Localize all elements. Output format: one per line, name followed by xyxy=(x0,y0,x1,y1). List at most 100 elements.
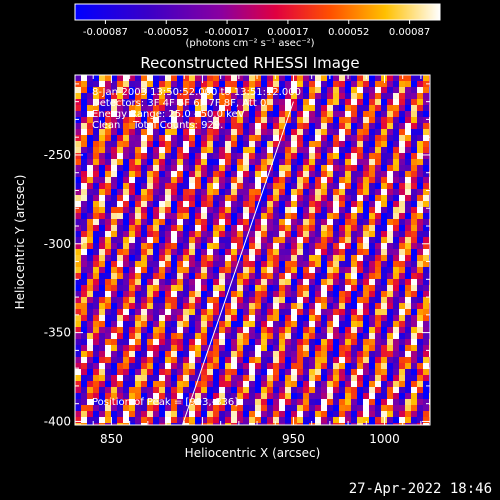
heatmap-cell xyxy=(405,153,411,159)
heatmap-cell xyxy=(147,363,153,369)
heatmap-cell xyxy=(159,75,165,81)
heatmap-cell xyxy=(171,207,177,213)
heatmap-cell xyxy=(177,237,183,243)
heatmap-cell xyxy=(249,75,255,81)
heatmap-cell xyxy=(279,303,285,309)
heatmap-cell xyxy=(111,303,117,309)
heatmap-cell xyxy=(183,393,189,399)
heatmap-cell xyxy=(213,237,219,243)
heatmap-cell xyxy=(273,177,279,183)
heatmap-cell xyxy=(111,243,117,249)
heatmap-cell xyxy=(315,357,321,363)
heatmap-cell xyxy=(141,273,147,279)
heatmap-cell xyxy=(255,141,261,147)
heatmap-cell xyxy=(393,177,399,183)
heatmap-cell xyxy=(297,99,303,105)
heatmap-cell xyxy=(93,399,99,405)
heatmap-cell xyxy=(207,141,213,147)
heatmap-cell xyxy=(159,327,165,333)
heatmap-cell xyxy=(303,315,309,321)
heatmap-cell xyxy=(99,261,105,267)
heatmap-cell xyxy=(303,231,309,237)
heatmap-cell xyxy=(171,153,177,159)
heatmap-cell xyxy=(231,249,237,255)
heatmap-cell xyxy=(399,213,405,219)
heatmap-cell xyxy=(93,291,99,297)
heatmap-cell xyxy=(129,303,135,309)
heatmap-cell xyxy=(153,393,159,399)
heatmap-cell xyxy=(129,351,135,357)
heatmap-cell xyxy=(153,213,159,219)
heatmap-cell xyxy=(99,195,105,201)
heatmap-cell xyxy=(345,399,351,405)
heatmap-cell xyxy=(171,249,177,255)
heatmap-cell xyxy=(297,351,303,357)
heatmap-cell xyxy=(381,387,387,393)
heatmap-cell xyxy=(183,75,189,81)
heatmap-cell xyxy=(309,399,315,405)
heatmap-cell xyxy=(189,423,195,425)
heatmap-cell xyxy=(327,369,333,375)
heatmap-cell xyxy=(405,411,411,417)
heatmap-cell xyxy=(393,255,399,261)
heatmap-cell xyxy=(369,309,375,315)
heatmap-cell xyxy=(189,111,195,117)
heatmap-cell xyxy=(207,105,213,111)
heatmap-cell xyxy=(129,315,135,321)
heatmap-cell xyxy=(363,123,369,129)
heatmap-cell xyxy=(231,303,237,309)
heatmap-cell xyxy=(297,303,303,309)
heatmap-cell xyxy=(345,261,351,267)
y-tick-label: -250 xyxy=(44,148,71,162)
heatmap-cell xyxy=(243,231,249,237)
heatmap-cell xyxy=(423,225,429,231)
heatmap-cell xyxy=(183,285,189,291)
heatmap-cell xyxy=(297,111,303,117)
heatmap-cell xyxy=(171,237,177,243)
heatmap-cell xyxy=(177,273,183,279)
heatmap-cell xyxy=(213,345,219,351)
heatmap-cell xyxy=(225,171,231,177)
heatmap-cell xyxy=(237,411,243,417)
heatmap-cell xyxy=(219,129,225,135)
heatmap-cell xyxy=(339,387,345,393)
heatmap-cell xyxy=(135,171,141,177)
heatmap-cell xyxy=(333,177,339,183)
heatmap-cell xyxy=(345,189,351,195)
heatmap-cell xyxy=(411,159,417,165)
heatmap-cell xyxy=(387,297,393,303)
heatmap-cell xyxy=(87,351,93,357)
heatmap-cell xyxy=(129,117,135,123)
heatmap-cell xyxy=(405,321,411,327)
heatmap-cell xyxy=(423,387,429,393)
heatmap-cell xyxy=(207,375,213,381)
heatmap-cell xyxy=(183,417,189,423)
heatmap-cell xyxy=(93,279,99,285)
heatmap-cell xyxy=(369,183,375,189)
heatmap-cell xyxy=(375,93,381,99)
heatmap-cell xyxy=(363,177,369,183)
heatmap-cell xyxy=(117,423,123,425)
heatmap-cell xyxy=(189,345,195,351)
heatmap-cell xyxy=(375,117,381,123)
heatmap-cell xyxy=(381,213,387,219)
heatmap-cell xyxy=(297,195,303,201)
heatmap-cell xyxy=(117,321,123,327)
heatmap-cell xyxy=(99,87,105,93)
heatmap-cell xyxy=(405,87,411,93)
heatmap-cell xyxy=(315,189,321,195)
heatmap-cell xyxy=(387,345,393,351)
heatmap-cell xyxy=(411,279,417,285)
heatmap-cell xyxy=(105,189,111,195)
heatmap-cell xyxy=(219,315,225,321)
heatmap-cell xyxy=(243,201,249,207)
heatmap-cell xyxy=(195,183,201,189)
heatmap-cell xyxy=(315,363,321,369)
heatmap-cell xyxy=(111,393,117,399)
heatmap-cell xyxy=(225,117,231,123)
heatmap-cell xyxy=(189,81,195,87)
heatmap-cell xyxy=(87,417,93,423)
heatmap-cell xyxy=(93,135,99,141)
heatmap-cell xyxy=(123,345,129,351)
heatmap-cell xyxy=(153,315,159,321)
